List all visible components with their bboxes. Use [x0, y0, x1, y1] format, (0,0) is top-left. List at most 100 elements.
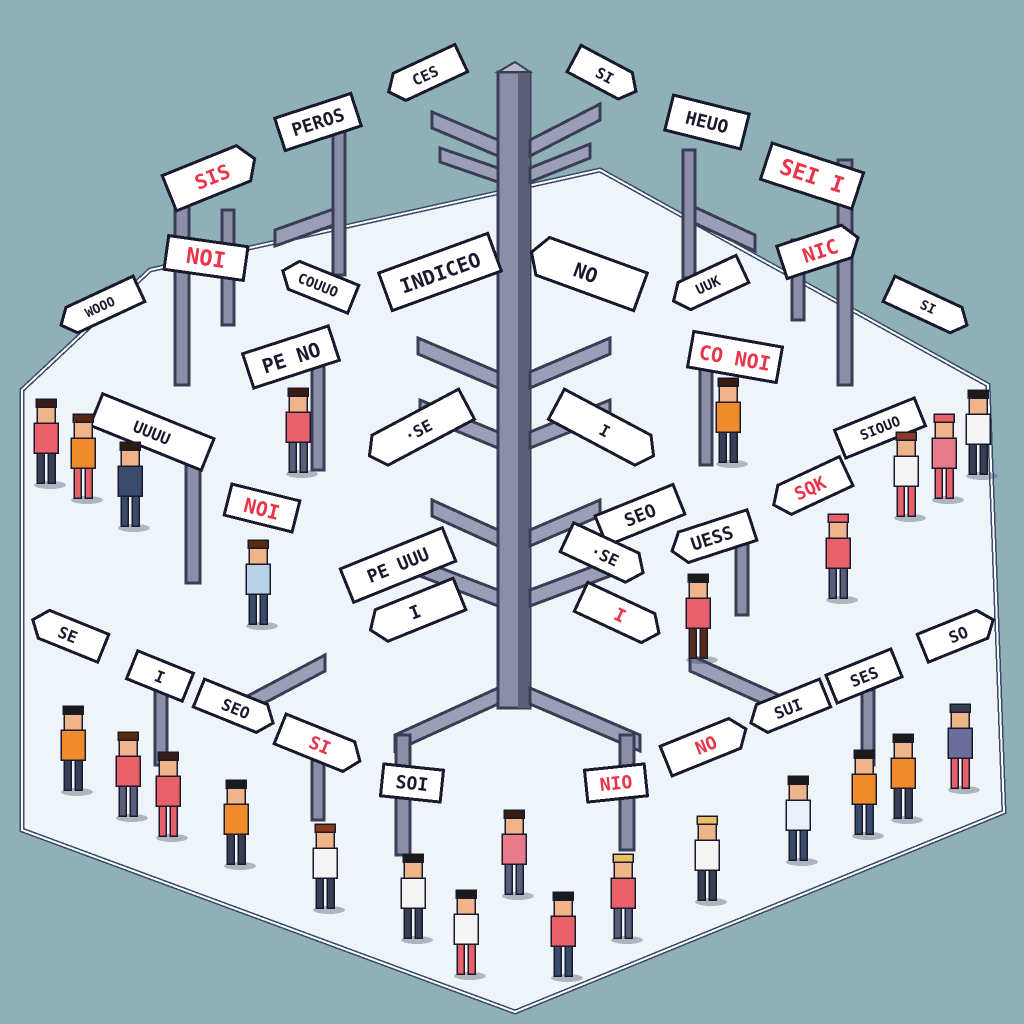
sign-board [240, 324, 342, 390]
pixel-person [70, 413, 103, 504]
pixel-person [115, 731, 148, 822]
sign-board [670, 507, 759, 565]
sign-board [160, 143, 257, 213]
sign-board [367, 387, 477, 467]
pixel-person [694, 815, 727, 906]
pixel-person [312, 823, 345, 914]
sign-label: NIO [599, 772, 634, 796]
sign-board [749, 677, 833, 735]
sign-board [272, 712, 362, 774]
sign-board [662, 93, 752, 151]
pixel-person [245, 539, 278, 630]
signpost-sign: SOI [378, 762, 446, 804]
signpost-sign: SO [915, 608, 996, 665]
signpost-sign: I [572, 580, 661, 645]
sign-board [558, 520, 645, 584]
sign-board [774, 223, 860, 281]
signpost-sign: SES [823, 647, 905, 705]
pixel-person [947, 703, 980, 794]
pixel-person [33, 398, 66, 489]
sign-board [685, 329, 785, 385]
sign-board [124, 648, 196, 704]
sign-board [387, 42, 470, 103]
signpost-sign: NO [529, 235, 650, 313]
sign-board [162, 233, 250, 283]
sign-board [658, 716, 748, 778]
pixel-person [890, 733, 923, 824]
signpost-sign: SEO [593, 482, 687, 548]
people-layer [33, 377, 998, 982]
pixel-person [851, 749, 884, 840]
signpost-sign: SIS [160, 143, 257, 213]
signpost-sign: SQK [772, 454, 856, 517]
pixel-person [60, 705, 93, 796]
sign-board [772, 454, 856, 517]
signpost-sign: UUK [671, 253, 751, 312]
signpost-sign: SI [272, 712, 362, 774]
signpost-sign: CO NOI [685, 329, 785, 385]
signpost-sign: PEROS [272, 91, 364, 153]
sign-board [191, 677, 275, 735]
pixel-person [685, 573, 718, 664]
sign-board [572, 580, 661, 645]
sign-board [338, 525, 458, 605]
signpost-sign: UESS [670, 507, 759, 565]
sign-board [368, 576, 468, 643]
sign-board [59, 274, 147, 335]
signpost-sign: ·SE [367, 387, 477, 467]
pixel-person [155, 751, 188, 842]
signpost-sign: SUI [749, 677, 833, 735]
sign-board [222, 482, 302, 534]
pixel-person [117, 441, 150, 532]
pixel-person [965, 389, 998, 480]
signpost-sign: I [368, 576, 468, 643]
sign-board [378, 762, 446, 804]
sign-label: NOI [184, 244, 227, 274]
signpost-sign: SI [565, 43, 638, 101]
sign-board [280, 259, 361, 316]
sign-board [88, 391, 216, 473]
sign-board [546, 387, 656, 467]
signpost-sign: NO [658, 716, 748, 778]
pixel-person [285, 387, 318, 478]
central-signpost [238, 60, 792, 754]
sign-board [30, 608, 111, 665]
sign-board [272, 91, 364, 153]
signpost-sign: SE [30, 608, 111, 665]
signpost-sign: NOI [222, 482, 302, 534]
pixel-person [825, 513, 858, 604]
pixel-person [453, 889, 486, 980]
sign-board [758, 141, 866, 211]
signpost-sign: ·SE [558, 520, 645, 584]
signpost-sign: I [124, 648, 196, 704]
pixel-person [610, 853, 643, 944]
sign-board [671, 253, 751, 312]
signpost-sign: NOI [162, 233, 250, 283]
pixel-person [223, 779, 256, 870]
signpost-sign: CES [387, 42, 470, 103]
sign-board [376, 231, 504, 313]
pixel-person [501, 809, 534, 900]
sign-label: SI [917, 298, 938, 318]
pixel-person [785, 775, 818, 866]
sign-board [565, 43, 638, 101]
signpost-sign: PE NO [240, 324, 342, 390]
signpost-sign: HEUO [662, 93, 752, 151]
signpost-sign: WOOO [59, 274, 147, 335]
signpost-sign: SEI I [758, 141, 866, 211]
pixel-person [400, 853, 433, 944]
signpost-sign: NIO [582, 762, 650, 804]
sign-board [832, 396, 928, 460]
sign-board [881, 274, 969, 335]
signpost-sign: COUUO [280, 259, 361, 316]
signpost-sign: SIOUO [832, 396, 928, 460]
sign-board [529, 235, 650, 313]
sign-board [823, 647, 905, 705]
sign-board [915, 608, 996, 665]
pixel-person [550, 891, 583, 982]
signpost-sign: SEO [191, 677, 275, 735]
signpost-sign: I [546, 387, 656, 467]
sign-label: SOI [395, 772, 430, 796]
